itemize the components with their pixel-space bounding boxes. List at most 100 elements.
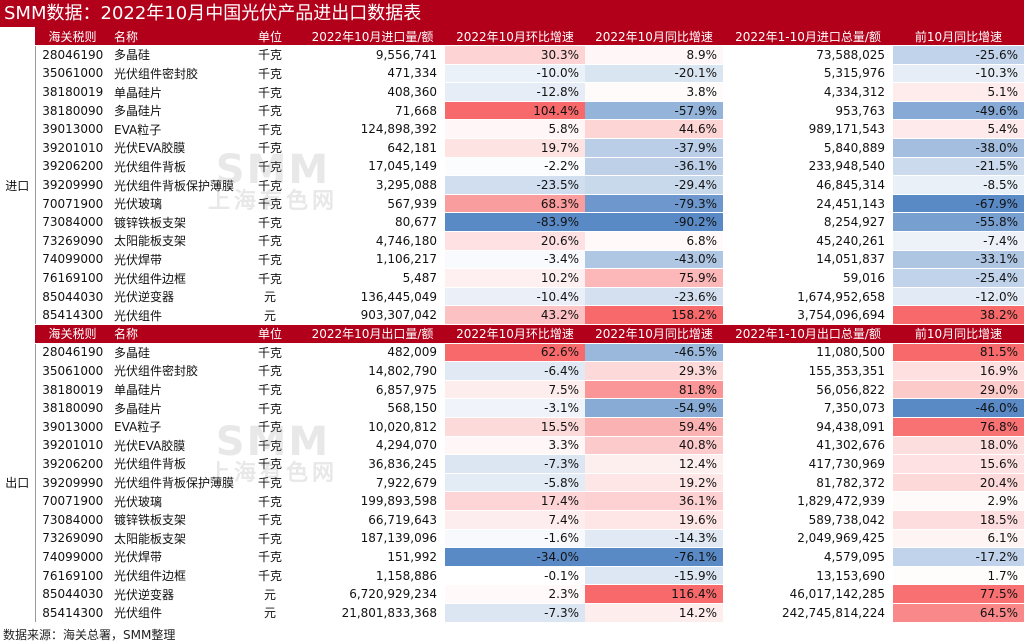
- mom-growth-cell: -7.3%: [445, 454, 585, 474]
- ytd-volume-cell: 13,153,690: [723, 566, 893, 586]
- group-header-cell: [0, 324, 35, 344]
- yoy-growth-cell: 19.2%: [585, 473, 723, 493]
- product-name-cell: 光伏组件密封胶: [110, 64, 240, 84]
- yoy-growth-cell: 29.3%: [585, 361, 723, 381]
- product-name-cell: 镀锌铁板支架: [110, 510, 240, 530]
- product-name-cell: 太阳能板支架: [110, 231, 240, 251]
- yoy-growth-cell: 158.2%: [585, 305, 723, 325]
- group-label: 出口: [0, 343, 36, 623]
- unit-cell: 千克: [240, 510, 300, 530]
- table-row: 85044030 光伏逆变器元 6,720,929,234 2.3% 116.4% 46,…: [0, 584, 1024, 604]
- hs-code-cell: 39206200: [35, 157, 110, 177]
- table-row: 73269090 太阳能板支架 千克 187,139,096 -1.6% -14.3% 2,…: [0, 529, 1024, 549]
- product-name-cell: 光伏组件: [110, 603, 240, 623]
- hs-code-cell: 38180019: [35, 380, 110, 400]
- yoy-growth-cell: -43.0%: [585, 250, 723, 270]
- ytd-volume-cell: 73,588,025: [723, 45, 893, 65]
- hs-code-cell: 38180090: [35, 101, 110, 121]
- hs-code-cell: 74099000: [35, 547, 110, 567]
- column-header-ytd-volume: 2022年1-10月进口总量/额: [723, 27, 893, 47]
- ytd-yoy-growth-cell: -67.9%: [893, 194, 1024, 214]
- unit-cell: 千克: [240, 194, 300, 214]
- group-label: 进口: [0, 45, 36, 325]
- column-header-month-volume: 2022年10月出口量/额: [300, 324, 445, 344]
- yoy-growth-cell: -29.4%: [585, 175, 723, 195]
- hs-code-cell: 76169100: [35, 268, 110, 288]
- product-name-cell: 光伏玻璃: [110, 491, 240, 511]
- month-volume-cell: 36,836,245: [300, 454, 445, 474]
- yoy-growth-cell: -36.1%: [585, 157, 723, 177]
- product-name-cell: 光伏组件边框: [110, 566, 240, 586]
- ytd-yoy-growth-cell: 38.2%: [893, 305, 1024, 325]
- product-name-cell: 光伏逆变器: [110, 584, 240, 604]
- column-header-ytd-volume: 2022年1-10月出口总量/额: [723, 324, 893, 344]
- table-row: 76169100 光伏组件边框 千克 5,487 10.2% 75.9% 59,016 -25…: [0, 268, 1024, 288]
- hs-code-cell: 70071900: [35, 194, 110, 214]
- table-row: 39206200 光伏组件背板 千克 36,836,245 -7.3% 12.4% 417,…: [0, 454, 1024, 474]
- month-volume-cell: 4,294,070: [300, 436, 445, 456]
- product-name-cell: 光伏焊带: [110, 547, 240, 567]
- ytd-volume-cell: 45,240,261: [723, 231, 893, 251]
- ytd-yoy-growth-cell: 64.5%: [893, 603, 1024, 623]
- column-header-ytd-yoy-growth: 前10月同比增速: [893, 324, 1024, 344]
- ytd-volume-cell: 589,738,042: [723, 510, 893, 530]
- ytd-volume-cell: 242,745,814,224: [723, 603, 893, 623]
- unit-cell: 千克: [240, 547, 300, 567]
- mom-growth-cell: 17.4%: [445, 491, 585, 511]
- ytd-yoy-growth-cell: 18.0%: [893, 436, 1024, 456]
- product-name-cell: EVA粒子: [110, 119, 240, 140]
- yoy-growth-cell: -76.1%: [585, 547, 723, 567]
- hs-code-cell: 39201010: [35, 138, 110, 158]
- mom-growth-cell: 104.4%: [445, 101, 585, 121]
- ytd-volume-cell: 46,845,314: [723, 175, 893, 195]
- yoy-growth-cell: -90.2%: [585, 212, 723, 233]
- mom-growth-cell: -10.0%: [445, 64, 585, 84]
- month-volume-cell: 71,668: [300, 101, 445, 121]
- hs-code-cell: 35061000: [35, 361, 110, 381]
- ytd-yoy-growth-cell: -8.5%: [893, 175, 1024, 195]
- mom-growth-cell: -3.1%: [445, 398, 585, 418]
- product-name-cell: 光伏焊带: [110, 250, 240, 270]
- ytd-volume-cell: 989,171,543: [723, 119, 893, 140]
- hs-code-cell: 38180090: [35, 398, 110, 418]
- unit-cell: 千克: [240, 380, 300, 400]
- column-header-yoy-growth: 2022年10月同比增速: [585, 324, 723, 344]
- unit-cell: 千克: [240, 398, 300, 418]
- unit-cell: 千克: [240, 473, 300, 493]
- ytd-yoy-growth-cell: 18.5%: [893, 510, 1024, 530]
- ytd-yoy-growth-cell: 20.4%: [893, 473, 1024, 493]
- ytd-volume-cell: 46,017,142,285: [723, 584, 893, 604]
- unit-cell: 千克: [240, 231, 300, 251]
- yoy-growth-cell: -46.5%: [585, 343, 723, 363]
- hs-code-cell: 85044030: [35, 584, 110, 604]
- table-row: 85414300 光伏组件元 903,307,042 43.2% 158.2% 3,754…: [0, 305, 1024, 325]
- mom-growth-cell: -6.4%: [445, 361, 585, 381]
- table-row: 39013000 EVA粒子 千克 10,020,812 15.5% 59.4% 94,43…: [0, 417, 1024, 437]
- table-header-row: 海关税则 名称 单位 2022年10月进口量/额 2022年10月环比增速 2022年10…: [0, 27, 1024, 47]
- product-name-cell: 光伏组件边框: [110, 268, 240, 288]
- product-name-cell: 光伏组件背板保护薄膜: [110, 473, 240, 493]
- table-row: 出口 28046190 多晶硅 千克 482,009 62.6% -46.5% 11,080,…: [0, 343, 1024, 623]
- page-title: SMM数据：2022年10月中国光伏产品进出口数据表: [0, 0, 1024, 27]
- ytd-yoy-growth-cell: -10.3%: [893, 64, 1024, 84]
- table-row: 38180090 多晶硅片 千克 71,668 104.4% -57.9% 953,763-…: [0, 101, 1024, 121]
- mom-growth-cell: 30.3%: [445, 45, 585, 65]
- table-row: 39201010 光伏EVA胶膜 千克 4,294,070 3.3% 40.8% 41,30…: [0, 436, 1024, 456]
- hs-code-cell: 39201010: [35, 436, 110, 456]
- unit-cell: 千克: [240, 343, 300, 363]
- mom-growth-cell: -12.8%: [445, 82, 585, 102]
- month-volume-cell: 482,009: [300, 343, 445, 363]
- ytd-yoy-growth-cell: 1.7%: [893, 566, 1024, 586]
- product-name-cell: 多晶硅片: [110, 101, 240, 121]
- column-header-yoy-growth: 2022年10月同比增速: [585, 27, 723, 47]
- ytd-volume-cell: 4,579,095: [723, 547, 893, 567]
- table-row: 39201010 光伏EVA胶膜 千克 642,181 19.7% -37.9% 5,840…: [0, 138, 1024, 158]
- hs-code-cell: 39013000: [35, 119, 110, 140]
- table-row: 73084000 镀锌铁板支架 千克 66,719,643 7.4% 19.6% 589,7…: [0, 510, 1024, 530]
- ytd-volume-cell: 3,754,096,694: [723, 305, 893, 325]
- trade-table: 海关税则 名称 单位 2022年10月进口量/额 2022年10月环比增速 2022年10…: [0, 27, 1024, 623]
- mom-growth-cell: -34.0%: [445, 547, 585, 567]
- product-name-cell: 光伏玻璃: [110, 194, 240, 214]
- product-name-cell: 多晶硅片: [110, 398, 240, 418]
- column-header-mom-growth: 2022年10月环比增速: [445, 27, 585, 47]
